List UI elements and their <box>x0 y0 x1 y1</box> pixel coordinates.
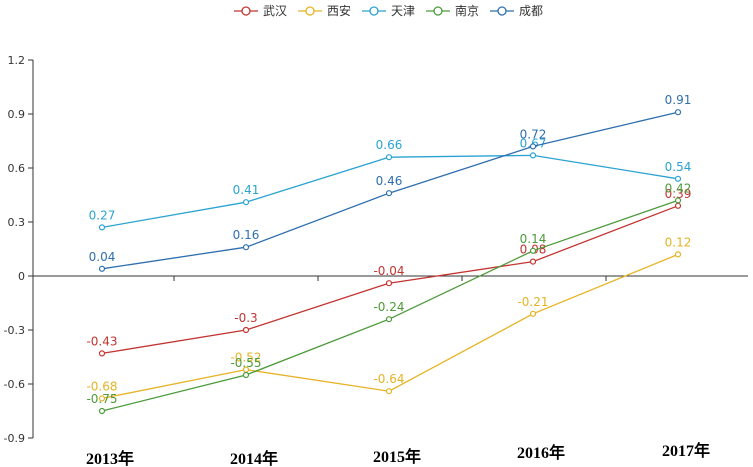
legend-label: 天津 <box>391 4 415 18</box>
data-point[interactable] <box>242 244 250 251</box>
data-point[interactable] <box>242 371 250 379</box>
data-point[interactable] <box>674 197 682 204</box>
data-label: -0.43 <box>86 334 117 348</box>
series-2: 0.270.410.660.670.54 <box>89 136 692 231</box>
data-label: -0.21 <box>517 295 548 309</box>
data-point[interactable] <box>674 251 682 258</box>
data-label: 0.91 <box>665 93 692 107</box>
data-point[interactable] <box>385 190 393 197</box>
y-tick-label: -0.3 <box>4 324 25 337</box>
series-0: -0.43-0.3-0.040.080.39 <box>86 187 692 357</box>
data-point[interactable] <box>385 316 393 323</box>
legend-item[interactable]: 成都 <box>490 4 543 18</box>
data-label: 0.12 <box>665 235 692 249</box>
x-tick-label: 2013年 <box>86 449 134 467</box>
x-tick-label: 2016年 <box>517 443 565 462</box>
data-point[interactable] <box>674 202 682 209</box>
y-tick-label: 0.6 <box>8 162 26 175</box>
legend-marker <box>433 6 443 16</box>
plot-area: -0.43-0.3-0.040.080.39-0.68-0.52-0.64-0.… <box>86 93 692 415</box>
data-label: -0.75 <box>86 392 117 406</box>
axes: -0.9 -0.6 -0.3 0 0.3 0.6 0.9 1.2 2013年 2014年 2015年… <box>4 54 748 467</box>
series-1: -0.68 -0.52 -0.64 -0.21 0.12 <box>86 235 692 402</box>
data-label: -0.04 <box>373 264 404 278</box>
data-label: 0.04 <box>89 250 116 264</box>
data-point[interactable] <box>385 154 393 161</box>
data-point[interactable] <box>98 407 106 415</box>
data-point[interactable] <box>98 395 106 402</box>
legend-label: 西安 <box>327 3 351 18</box>
x-tick-label: 2014年 <box>230 449 278 467</box>
y-tick-label: 0 <box>18 270 25 283</box>
series-line <box>101 205 679 355</box>
data-point[interactable] <box>242 199 250 206</box>
legend-marker <box>497 6 507 16</box>
legend-item[interactable]: 天津 <box>362 4 415 18</box>
data-label: 0.16 <box>233 228 260 242</box>
data-point[interactable] <box>98 265 106 272</box>
y-tick-label: 1.2 <box>8 54 26 67</box>
legend-item[interactable]: 武汉 <box>234 4 287 18</box>
y-tick-label: -0.6 <box>4 378 25 391</box>
data-point[interactable] <box>385 388 393 395</box>
data-label: -0.52 <box>230 351 261 365</box>
data-point[interactable] <box>529 143 537 150</box>
data-label: -0.24 <box>373 300 404 314</box>
data-label: 0.72 <box>520 127 547 141</box>
data-label: 0.39 <box>665 187 692 201</box>
data-label: 0.54 <box>665 160 692 174</box>
data-label: -0.64 <box>373 372 404 386</box>
legend-label: 武汉 <box>263 4 287 18</box>
legend-item[interactable]: 南京 <box>426 3 479 18</box>
legend-marker <box>369 6 379 16</box>
series-3: -0.75 -0.55 -0.24 0.14 0.42 <box>86 181 692 415</box>
data-point[interactable] <box>529 247 537 254</box>
data-label: -0.68 <box>86 379 117 393</box>
x-tick-label: 2017年 <box>662 441 710 460</box>
series-4: 0.04 0.16 0.46 0.72 0.91 <box>89 93 692 272</box>
data-label: -0.55 <box>230 356 261 370</box>
data-point[interactable] <box>385 280 393 287</box>
data-label: 0.66 <box>376 138 403 152</box>
data-point[interactable] <box>98 224 106 231</box>
y-tick-label: -0.9 <box>4 432 25 445</box>
data-label: -0.3 <box>234 311 257 325</box>
legend[interactable]: 武汉 西安 天津 南京 成都 <box>234 3 543 18</box>
data-label: 0.27 <box>89 208 116 222</box>
data-label: 0.46 <box>376 174 403 188</box>
data-point[interactable] <box>674 109 682 116</box>
data-point[interactable] <box>529 152 537 159</box>
y-tick-label: 0.3 <box>8 216 26 229</box>
data-label: 0.14 <box>520 232 547 246</box>
legend-marker <box>305 6 315 16</box>
data-point[interactable] <box>98 350 106 357</box>
legend-label: 成都 <box>519 4 543 18</box>
x-tick-label: 2015年 <box>373 447 421 466</box>
legend-label: 南京 <box>455 3 479 18</box>
data-point[interactable] <box>529 310 537 317</box>
legend-item[interactable]: 西安 <box>298 3 351 18</box>
data-point[interactable] <box>242 326 250 334</box>
y-tick-label: 0.9 <box>8 108 26 121</box>
legend-marker <box>241 6 251 16</box>
data-point[interactable] <box>529 258 537 265</box>
data-label: 0.42 <box>665 181 692 195</box>
data-label: 0.41 <box>233 183 260 197</box>
data-point[interactable] <box>674 175 682 182</box>
